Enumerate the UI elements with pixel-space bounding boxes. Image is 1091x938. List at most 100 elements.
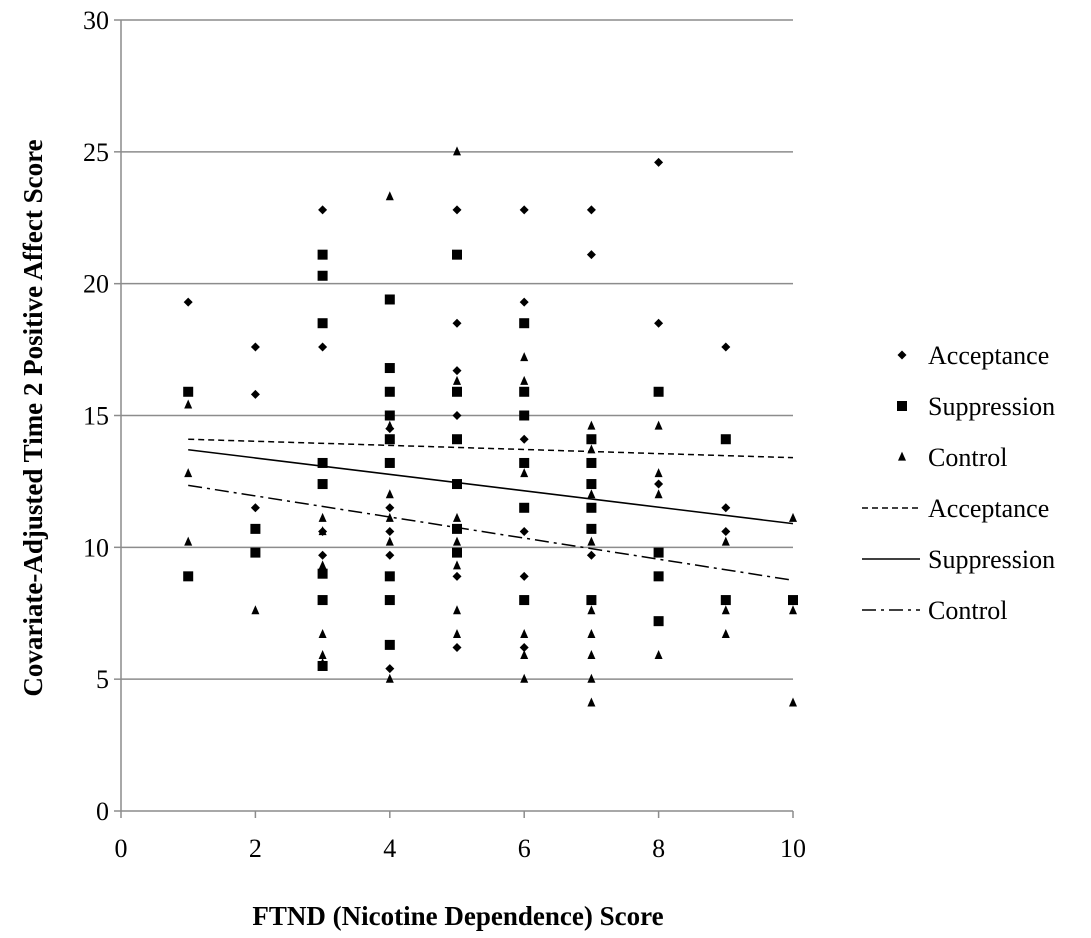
point-suppression	[788, 595, 798, 606]
point-suppression	[519, 457, 530, 468]
point-acceptance	[519, 643, 529, 653]
point-control	[184, 536, 193, 546]
point-control	[453, 536, 461, 546]
point-control	[721, 628, 730, 638]
point-control	[184, 399, 193, 409]
legend-label-5: Control	[928, 596, 1007, 625]
point-control	[318, 657, 327, 667]
point-acceptance	[385, 527, 395, 537]
trendlines	[188, 438, 794, 582]
legend-symbol-square	[897, 401, 907, 411]
point-suppression	[384, 595, 395, 606]
point-suppression	[519, 595, 530, 606]
x-tick-label-0: 0	[115, 834, 128, 863]
point-control	[520, 468, 529, 478]
point-suppression	[384, 363, 395, 374]
point-control	[520, 375, 529, 385]
legend-label-3: Acceptance	[928, 494, 1049, 523]
point-control	[654, 420, 663, 430]
point-suppression	[250, 547, 261, 558]
data-points	[183, 146, 798, 707]
point-control	[654, 468, 663, 478]
point-suppression	[720, 434, 731, 445]
point-acceptance	[721, 503, 731, 513]
point-suppression	[519, 410, 530, 421]
point-control	[721, 536, 730, 546]
point-control	[318, 512, 327, 522]
point-suppression	[586, 457, 597, 468]
point-acceptance	[519, 527, 529, 537]
point-control	[587, 628, 596, 638]
point-control	[385, 512, 394, 522]
x-tick-label-4: 4	[383, 834, 396, 863]
axes	[114, 19, 794, 818]
point-control	[587, 650, 596, 660]
point-control	[453, 375, 461, 385]
x-tick-label-6: 6	[518, 834, 531, 863]
point-acceptance	[586, 550, 596, 560]
point-control	[587, 489, 596, 499]
x-tick-label-10: 10	[780, 834, 806, 863]
legend: Acceptance Suppression Control Acceptance Su…	[862, 341, 1055, 625]
point-control	[587, 673, 596, 683]
point-control	[453, 560, 461, 570]
point-suppression	[317, 249, 328, 260]
legend-label-4: Suppression	[928, 545, 1055, 574]
point-acceptance	[452, 571, 462, 581]
point-suppression	[653, 571, 664, 582]
point-suppression	[519, 502, 530, 513]
y-tick-label-15: 15	[83, 402, 109, 431]
point-suppression	[452, 547, 462, 558]
y-tick-label-20: 20	[83, 270, 109, 299]
point-acceptance	[318, 342, 328, 352]
point-control	[654, 650, 663, 660]
point-suppression	[452, 249, 462, 260]
y-tick-label-25: 25	[83, 138, 109, 167]
point-suppression	[519, 386, 530, 397]
point-control	[789, 697, 797, 707]
point-suppression	[317, 568, 328, 579]
point-control	[520, 673, 529, 683]
point-control	[318, 560, 327, 570]
point-suppression	[384, 571, 395, 582]
point-acceptance	[721, 527, 731, 537]
y-tick-label-0: 0	[96, 797, 109, 826]
y-tick-label-10: 10	[83, 533, 109, 562]
point-acceptance	[519, 297, 529, 307]
point-acceptance	[250, 389, 260, 399]
point-suppression	[384, 457, 395, 468]
legend-symbol-diamond	[897, 350, 907, 360]
point-control	[385, 536, 394, 546]
point-control	[520, 628, 529, 638]
point-suppression	[720, 595, 731, 606]
point-control	[385, 191, 394, 201]
point-control	[587, 444, 596, 454]
point-acceptance	[385, 550, 395, 560]
point-control	[654, 489, 663, 499]
point-suppression	[452, 479, 462, 490]
x-axis-title: FTND (Nicotine Dependence) Score	[252, 901, 663, 931]
point-suppression	[384, 434, 395, 445]
point-acceptance	[519, 434, 529, 444]
point-suppression	[317, 318, 328, 329]
point-control	[385, 420, 394, 430]
trendline-suppression	[188, 449, 794, 525]
point-control	[721, 605, 730, 615]
point-suppression	[586, 434, 597, 445]
x-tick-label-8: 8	[652, 834, 665, 863]
point-acceptance	[385, 503, 395, 513]
point-control	[318, 628, 327, 638]
point-control	[520, 650, 529, 660]
point-control	[789, 605, 797, 615]
tick-labels: 0 5 10 15 20 25 30 0 2 4 6 8 10	[83, 6, 806, 863]
point-suppression	[317, 595, 328, 606]
point-acceptance	[654, 157, 664, 167]
point-suppression	[317, 270, 328, 281]
point-suppression	[452, 434, 462, 445]
point-control	[184, 468, 193, 478]
point-suppression	[586, 502, 597, 513]
legend-label-2: Control	[928, 443, 1007, 472]
point-acceptance	[250, 503, 260, 513]
point-acceptance	[452, 205, 462, 215]
